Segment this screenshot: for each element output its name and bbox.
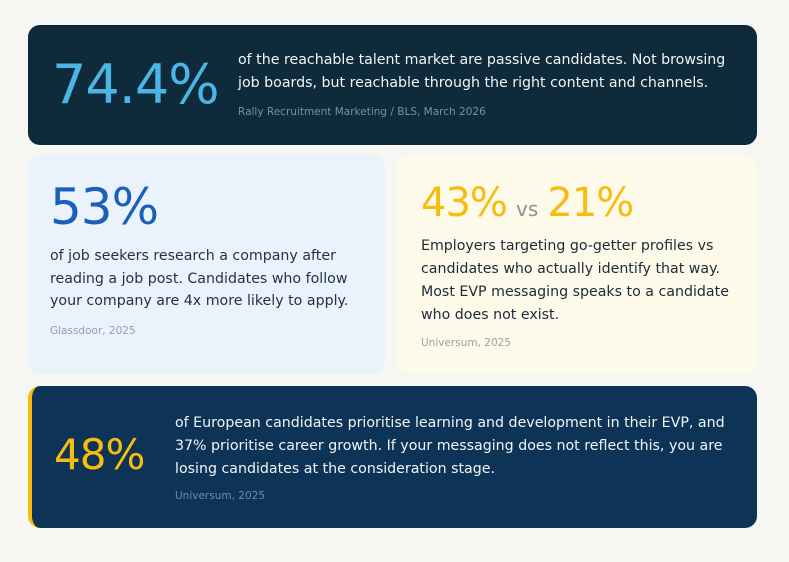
stat-description: of European candidates prioritise learni… [175,415,725,477]
stat-description: of the reachable talent market are passi… [238,52,726,91]
stat-value: 53% [50,178,159,236]
stat-comparison: 43% vs 21% [421,180,634,233]
stat-description: of job seekers research a company after … [50,248,349,309]
stat-source: Universum, 2025 [175,490,265,502]
stat-value: 48% [54,430,145,479]
stat-card-job-seekers-research: 53% of job seekers research a company af… [28,155,385,374]
stat-card-passive-candidates: 74.4% of the reachable talent market are… [28,25,757,145]
stat-source: Glassdoor, 2025 [50,325,136,337]
stat-card-go-getter-comparison: 43% vs 21% Employers targeting go-getter… [397,155,757,374]
stat-source: Rally Recruitment Marketing / BLS, March… [238,106,486,118]
stat-value: 74.4% [52,53,220,116]
stat-value-candidates: 21% [547,180,634,226]
vs-label: vs [516,197,539,221]
stat-value-employers: 43% [421,180,508,226]
stat-description: Employers targeting go-getter profiles v… [421,238,729,323]
stat-source: Universum, 2025 [421,337,511,349]
stat-card-learning-development: 48% of European candidates prioritise le… [28,386,757,528]
